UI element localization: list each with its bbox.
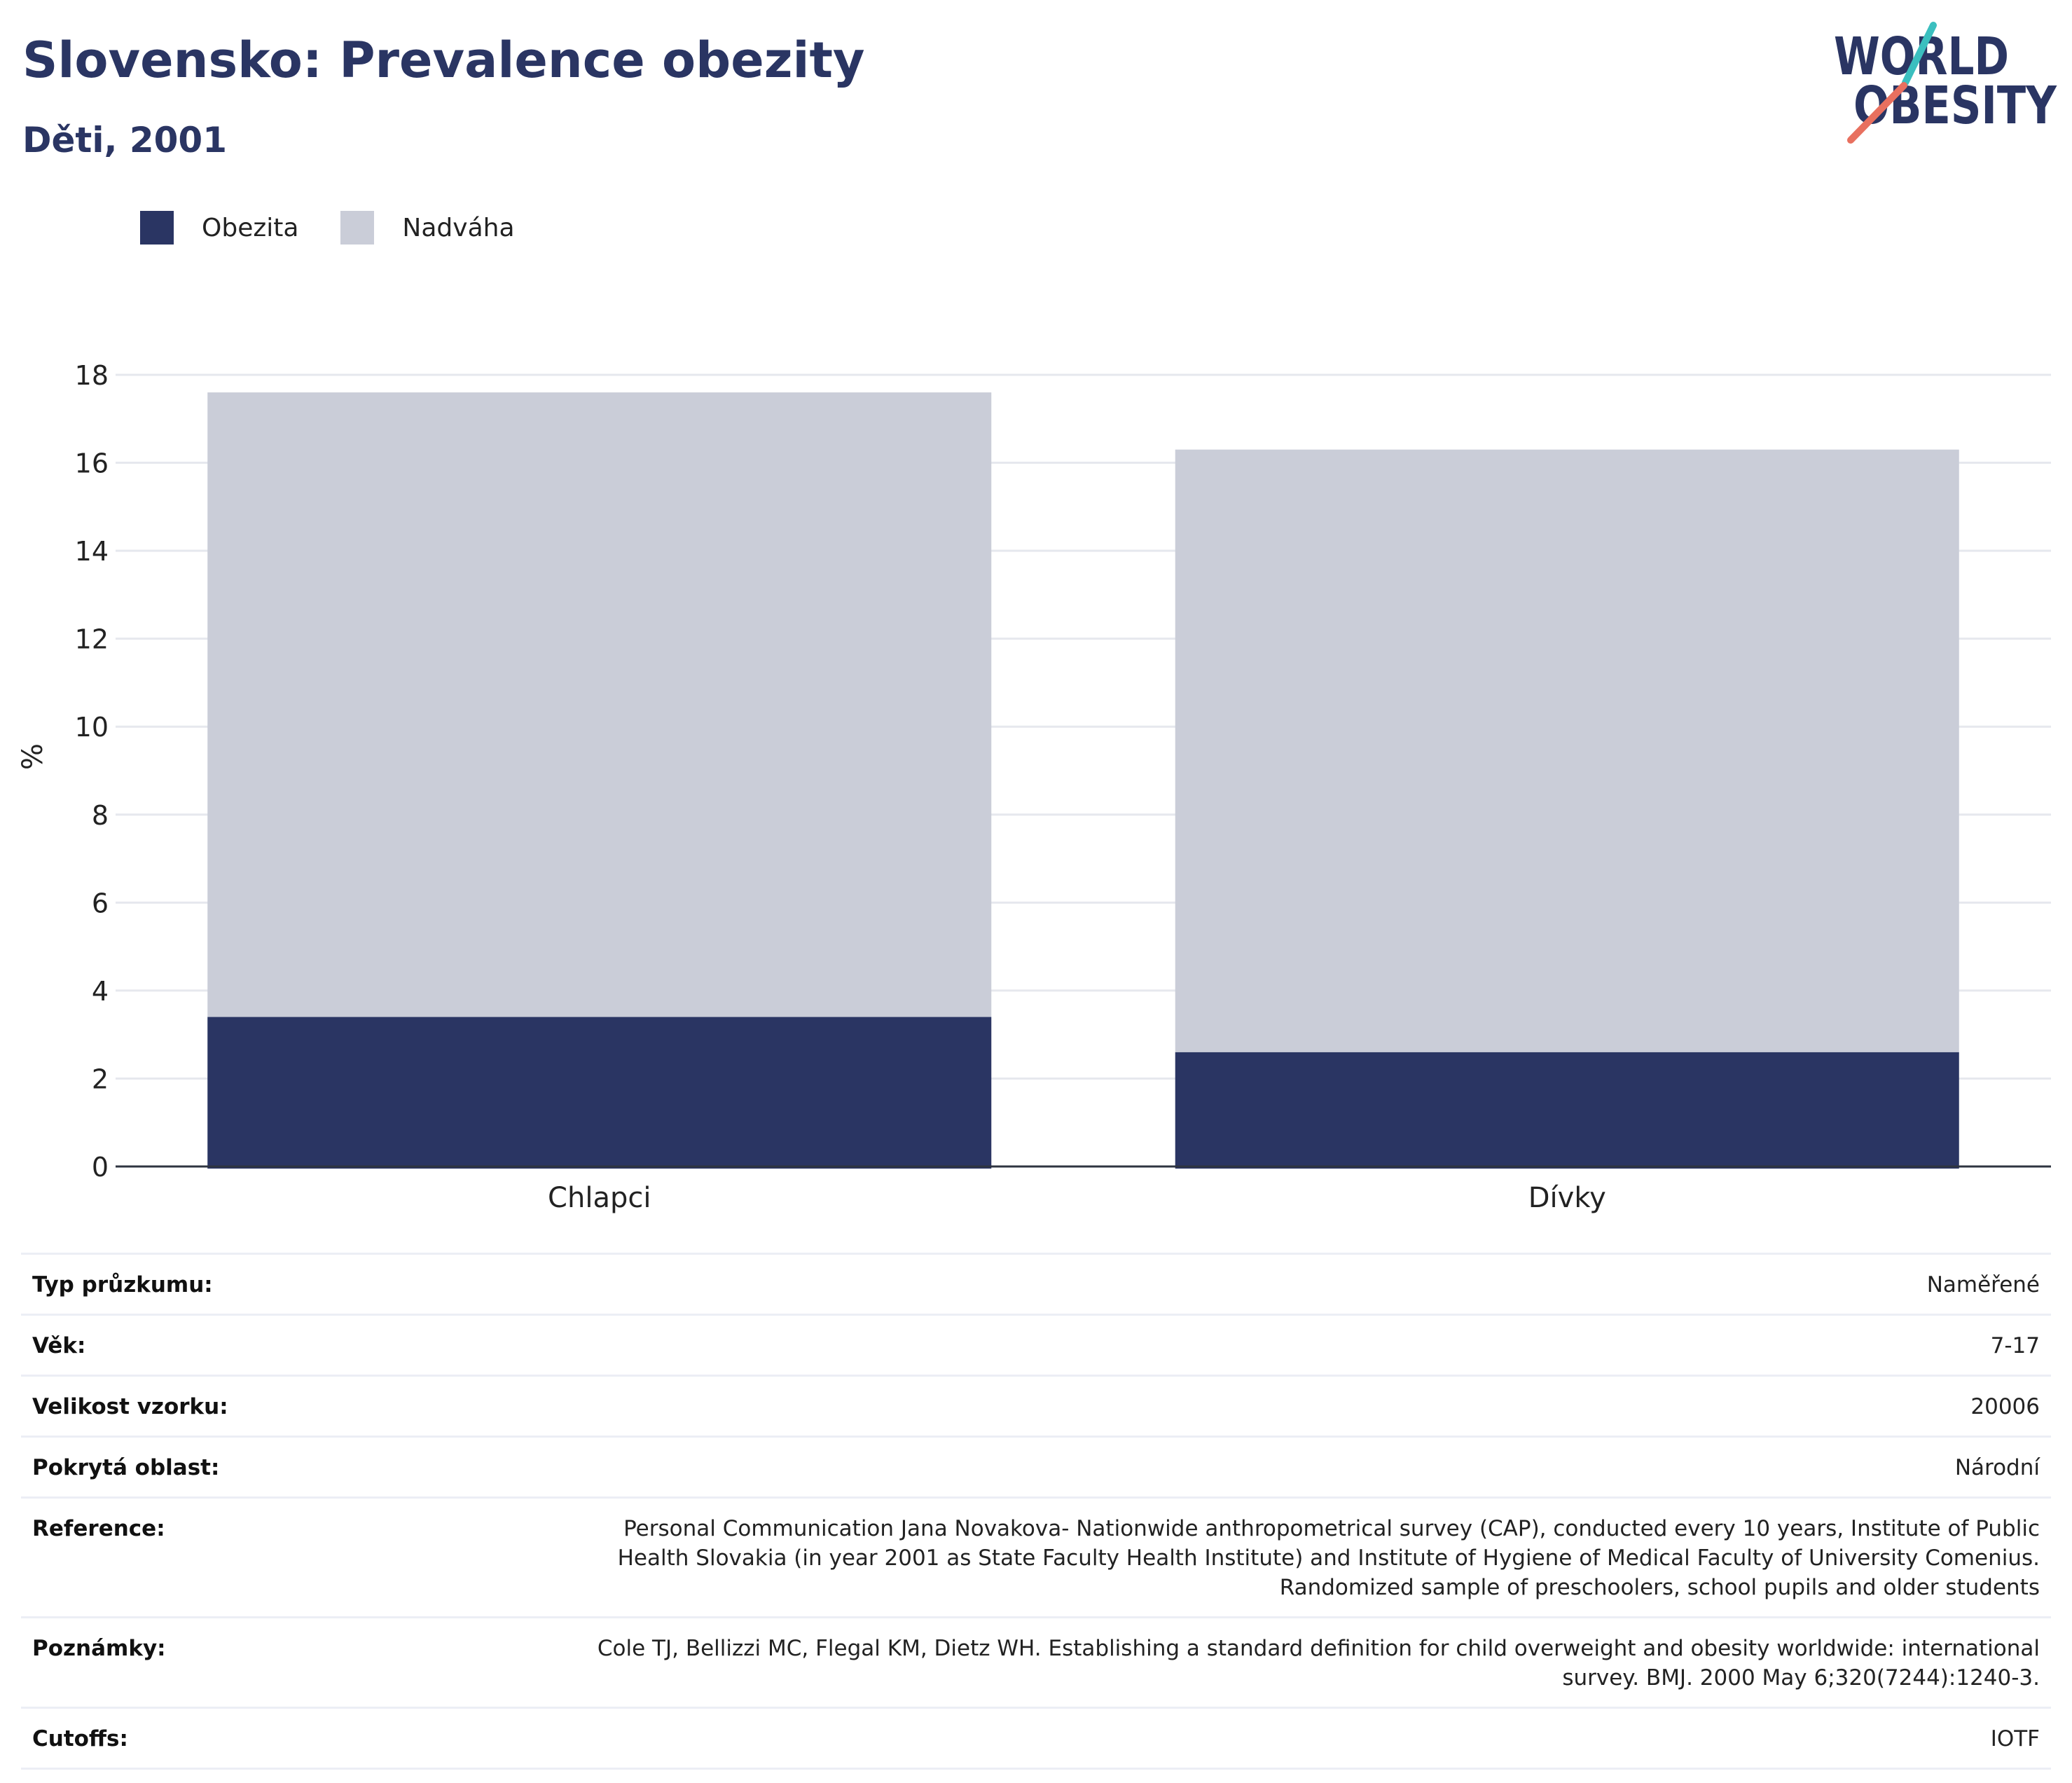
- y-tick-label: 16: [75, 448, 109, 479]
- info-value: Cole TJ, Bellizzi MC, Flegal KM, Dietz W…: [597, 1636, 2040, 1691]
- logo-slash-top: [1902, 22, 1937, 86]
- legend-swatch-nadvaha: [340, 211, 375, 245]
- legend-swatch-obezita: [140, 211, 174, 245]
- y-tick-label: 6: [92, 888, 109, 918]
- chart-title: Slovensko: Prevalence obezity: [22, 32, 865, 89]
- bars: [207, 392, 1959, 1169]
- info-row: Cutoffs: IOTF: [21, 1707, 2051, 1770]
- info-row: Reference: Personal Communication Jana No…: [21, 1496, 2051, 1616]
- y-tick-label: 10: [75, 712, 109, 743]
- bar-nadvaha[interactable]: [207, 392, 992, 1017]
- info-value: 7-17: [1990, 1333, 2040, 1358]
- bar-chart: 0 2 4 6 8 10 12 14 16 18 Chlapci Dívky %: [17, 360, 2051, 1214]
- legend-label-nadvaha: Nadváha: [402, 213, 515, 242]
- y-tick-label: 4: [92, 976, 109, 1007]
- x-axis-labels: Chlapci Dívky: [548, 1182, 1606, 1214]
- info-row: Typ průzkumu: Naměřené: [21, 1253, 2051, 1314]
- x-category-label: Dívky: [1528, 1182, 1606, 1214]
- info-row: Velikost vzorku: 20006: [21, 1375, 2051, 1436]
- info-value: Národní: [1954, 1455, 2040, 1480]
- info-row: Poznámky: Cole TJ, Bellizzi MC, Flegal KM…: [21, 1616, 2051, 1707]
- y-tick-label: 2: [92, 1063, 109, 1094]
- legend-label-obezita: Obezita: [202, 213, 299, 242]
- x-category-label: Chlapci: [548, 1182, 651, 1214]
- y-tick-label: 14: [75, 536, 109, 567]
- legend-item-obezita[interactable]: Obezita: [140, 211, 298, 245]
- y-tick-label: 0: [92, 1152, 109, 1183]
- world-obesity-logo: WORLD OBESITY: [1834, 22, 2057, 144]
- info-value: IOTF: [1990, 1726, 2040, 1751]
- survey-info-table: Typ průzkumu: Naměřené Věk: 7-17 Velikost vz…: [21, 1253, 2051, 1770]
- info-row: Věk: 7-17: [21, 1314, 2051, 1375]
- chart-subtitle: Děti, 2001: [22, 120, 228, 160]
- info-label: Typ průzkumu:: [32, 1272, 213, 1297]
- chart-legend: Obezita Nadváha: [140, 209, 557, 247]
- y-tick-label: 18: [75, 360, 109, 391]
- info-label: Poznámky:: [32, 1636, 166, 1661]
- bar-obezita[interactable]: [1175, 1052, 1959, 1169]
- y-tick-label: 8: [92, 800, 109, 831]
- info-value: Naměřené: [1926, 1272, 2040, 1297]
- info-label: Velikost vzorku:: [32, 1394, 228, 1419]
- info-row: Pokrytá oblast: Národní: [21, 1436, 2051, 1496]
- info-label: Věk:: [32, 1333, 86, 1358]
- info-value: 20006: [1970, 1394, 2040, 1419]
- bar-nadvaha[interactable]: [1175, 449, 1959, 1052]
- info-label: Cutoffs:: [32, 1726, 128, 1751]
- y-axis-ticks: 0 2 4 6 8 10 12 14 16 18: [75, 360, 109, 1183]
- y-axis-title: %: [17, 743, 49, 770]
- bar-obezita[interactable]: [207, 1017, 992, 1169]
- info-label: Reference:: [32, 1516, 165, 1541]
- legend-item-nadvaha[interactable]: Nadváha: [340, 211, 515, 245]
- logo-slash-bottom: [1847, 82, 1907, 144]
- info-label: Pokrytá oblast:: [32, 1455, 220, 1480]
- info-value: Personal Communication Jana Novakova- Na…: [617, 1516, 2040, 1600]
- y-tick-label: 12: [75, 624, 109, 655]
